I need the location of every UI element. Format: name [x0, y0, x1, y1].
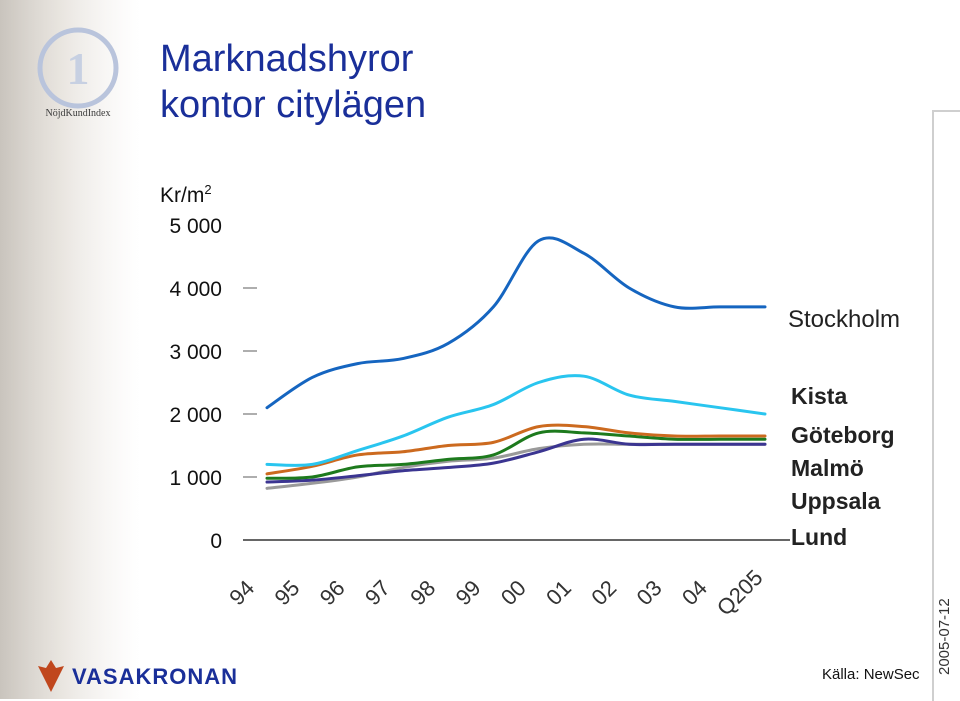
x-tick-label: 95 — [269, 575, 304, 610]
x-tick-label: 03 — [632, 575, 667, 610]
y-tick-label: 3 000 — [169, 341, 222, 364]
x-tick-label: Q205 — [712, 565, 768, 621]
x-tick-label: 99 — [451, 575, 486, 610]
y-tick-label: 5 000 — [169, 215, 222, 238]
legend-label-uppsala: Uppsala — [791, 488, 881, 514]
title-line-2: kontor citylägen — [160, 84, 427, 126]
x-tick-label: 98 — [405, 575, 440, 610]
y-tick-label: 2 000 — [169, 404, 222, 427]
date-frame — [932, 110, 960, 701]
series-line-malmo — [265, 429, 767, 480]
series-line-uppsala — [265, 442, 767, 490]
series-line-goteborg — [265, 423, 767, 476]
x-tick-label: 96 — [315, 575, 350, 610]
legend-label-lund: Lund — [791, 524, 847, 550]
background-photo-fade — [0, 0, 260, 699]
legend-label-malmo: Malmö — [791, 455, 864, 481]
series-line-stockholm — [265, 236, 767, 410]
x-tick-label: 97 — [360, 575, 395, 610]
title-line-1: Marknadshyror — [160, 38, 414, 80]
badge-ring — [37, 27, 119, 109]
nojdkundindex-badge: 1 NöjdKundIndex — [37, 27, 119, 119]
source-label: Källa: NewSec — [822, 666, 920, 683]
x-tick-label: 04 — [677, 575, 712, 610]
x-tick-label: 94 — [224, 575, 259, 610]
brand-name: VASAKRONAN — [72, 664, 239, 689]
x-tick-label: 01 — [541, 575, 576, 610]
series-line-kista — [265, 374, 767, 467]
y-tick-label: 1 000 — [169, 467, 222, 490]
x-tick-label: 02 — [586, 575, 621, 610]
unit-superscript: 2 — [204, 182, 212, 197]
badge-number: 1 — [67, 43, 90, 94]
page-title: Marknadshyror kontor citylägen — [160, 36, 426, 128]
y-axis-unit: Kr/m2 — [160, 182, 212, 208]
legend-label-goteborg: Göteborg — [791, 422, 895, 448]
series-line-lund — [265, 437, 767, 484]
legend-label-stockholm: Stockholm — [788, 306, 900, 333]
x-tick-label: 00 — [496, 575, 531, 610]
unit-text: Kr/m — [160, 184, 205, 207]
vasakronan-logo-icon — [38, 660, 64, 692]
legend-label-kista: Kista — [791, 383, 847, 409]
y-tick-label: 0 — [210, 530, 222, 553]
date-label: 2005-07-12 — [936, 598, 953, 675]
badge-label: NöjdKundIndex — [46, 108, 111, 119]
y-tick-label: 4 000 — [169, 278, 222, 301]
